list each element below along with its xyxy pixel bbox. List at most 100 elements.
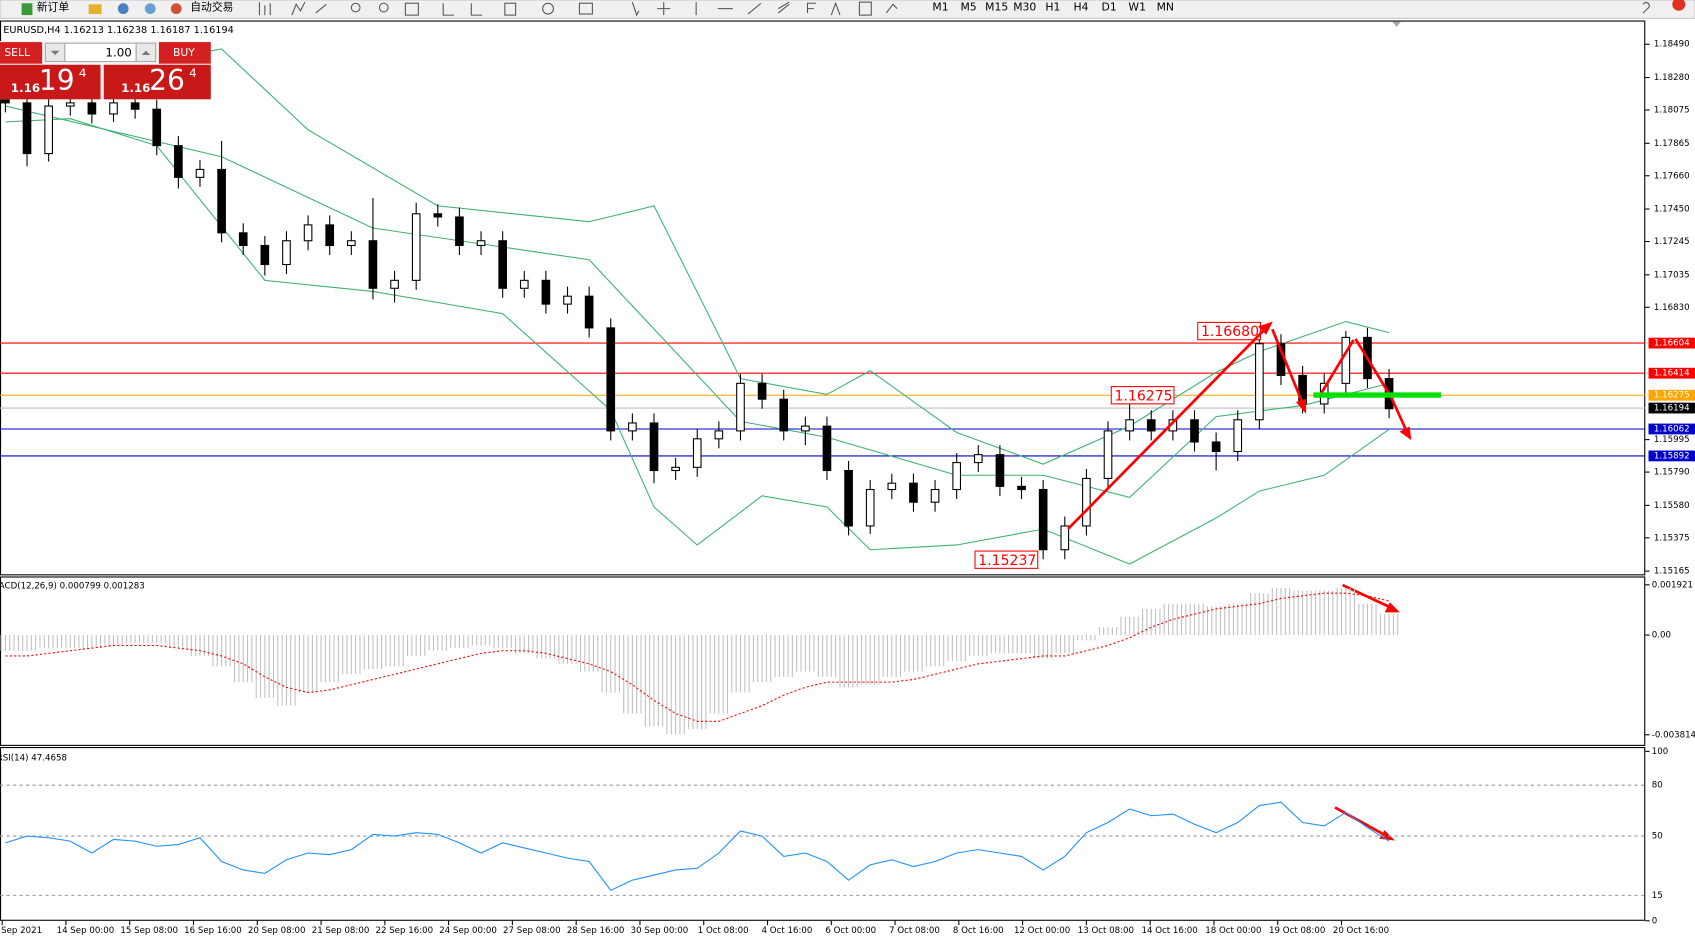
buy-label[interactable]: BUY: [173, 46, 195, 59]
candle-body: [87, 102, 97, 115]
timeframe-button[interactable]: W1: [1128, 1, 1146, 14]
timeframe-button[interactable]: M15: [985, 1, 1008, 14]
candle-body: [1017, 485, 1026, 491]
tool-icon[interactable]: [504, 2, 517, 16]
crosshair-tool[interactable]: [657, 2, 671, 16]
text-tool[interactable]: [830, 1, 841, 16]
channel-tool[interactable]: [777, 1, 790, 14]
time-axis: Sep 2021 14 Sep 00:00 15 Sep 08:00 16 Sep 1…: [1, 920, 1389, 936]
tool-icon[interactable]: [291, 1, 306, 16]
candle-body: [952, 462, 962, 491]
tool-icon[interactable]: [470, 3, 483, 16]
price-annotation-box: [1197, 321, 1261, 341]
price-annotation: 1.16680: [1201, 324, 1259, 340]
candle-body: [692, 438, 702, 468]
candle-body: [22, 102, 32, 155]
bollinger-upper: [5, 48, 1390, 465]
toolbar-icon[interactable]: [144, 3, 156, 15]
tool-icon[interactable]: [258, 2, 271, 16]
price-level-tag: [1648, 423, 1695, 435]
buy-price-prefix[interactable]: 1.16: [121, 81, 150, 95]
price-level-label: 1.16275: [1654, 391, 1690, 401]
arrow: [1390, 396, 1408, 432]
y-tick-label: 1.17865: [1654, 139, 1690, 149]
tool-icon[interactable]: [404, 2, 419, 16]
tool-icon[interactable]: [542, 2, 555, 15]
price-annotation-box: [974, 550, 1039, 569]
candle-body: [130, 102, 140, 110]
buy-price-button[interactable]: [103, 64, 211, 100]
candle-body: [109, 102, 118, 115]
price-level-label: 1.16194: [1654, 404, 1690, 414]
label-tool[interactable]: [858, 1, 872, 16]
time-label: 21 Sep 08:00: [312, 926, 370, 936]
time-label: 16 Sep 16:00: [184, 926, 242, 936]
time-label: 12 Oct 00:00: [1014, 926, 1070, 936]
main-panel-frame: [0, 20, 1646, 576]
time-label: 27 Sep 08:00: [503, 926, 561, 936]
y-tick-label: 1.17245: [1654, 237, 1690, 247]
buy-price-pips[interactable]: 26: [149, 64, 185, 97]
toolbar-icon[interactable]: [117, 3, 129, 15]
zoom-in[interactable]: [350, 2, 361, 13]
arrow: [1271, 328, 1305, 407]
time-label: 4 Oct 16:00: [762, 926, 813, 936]
candle-body: [1190, 419, 1199, 443]
time-label: 1 Oct 08:00: [698, 926, 749, 936]
new-order-icon[interactable]: [21, 3, 33, 16]
time-label: 14 Sep 00:00: [57, 926, 115, 936]
price-annotation: 1.16275: [1115, 388, 1173, 404]
bollinger-middle: [5, 105, 1390, 499]
candle-body: [822, 425, 832, 472]
timeframe-button[interactable]: H1: [1045, 1, 1060, 14]
price-annotation: 1.15237: [978, 553, 1036, 569]
candle-body: [1125, 419, 1134, 432]
candle-body: [282, 240, 291, 266]
y-tick-label: 80: [1652, 781, 1663, 791]
sell-button[interactable]: [0, 42, 43, 64]
timeframe-button[interactable]: MN: [1157, 1, 1174, 14]
lot-value[interactable]: 1.00: [105, 45, 131, 59]
candle-body: [174, 145, 183, 178]
candle-body: [1146, 419, 1156, 432]
timeframe-button[interactable]: M1: [932, 1, 948, 14]
time-label: 20 Sep 08:00: [248, 926, 306, 936]
time-label: 24 Sep 00:00: [439, 926, 497, 936]
search[interactable]: [1642, 1, 1650, 14]
tool-icon[interactable]: [578, 2, 593, 15]
indicator-title: MACD(12,26,9) 0.000799 0.001283: [0, 582, 145, 592]
sell-label[interactable]: SELL: [4, 46, 30, 59]
timeframe-button[interactable]: M5: [960, 1, 976, 14]
time-label: 20 Oct 16:00: [1333, 926, 1389, 936]
timeframe-button[interactable]: H4: [1073, 1, 1088, 14]
y-tick-label: 15: [1652, 891, 1663, 901]
toolbar-tools[interactable]: [258, 1, 1650, 17]
tool-icon[interactable]: [442, 3, 455, 16]
shapes-tool[interactable]: [885, 3, 898, 14]
candle-body: [519, 279, 529, 289]
fibo-tool[interactable]: [806, 2, 817, 13]
sell-price-pips[interactable]: 19: [39, 64, 75, 97]
candle-body: [260, 244, 270, 266]
notification[interactable]: [1672, 0, 1686, 11]
time-label: 19 Oct 08:00: [1269, 926, 1325, 936]
buy-button[interactable]: [158, 42, 211, 64]
tool-icon[interactable]: [315, 3, 327, 14]
indicator-title: RSI(14) 47.4658: [0, 753, 67, 763]
y-tick-label: 1.18490: [1654, 40, 1690, 50]
toolbar-icon[interactable]: [88, 4, 102, 15]
auto-trade-button[interactable]: 自动交易: [190, 0, 233, 14]
cursor-tool[interactable]: [631, 1, 640, 17]
timeframe-button[interactable]: M30: [1013, 1, 1036, 14]
buy-price-fraction[interactable]: 4: [189, 66, 197, 80]
auto-trade-icon[interactable]: [170, 3, 182, 15]
zoom-out[interactable]: [378, 2, 389, 13]
sell-price-prefix[interactable]: 1.16: [11, 81, 40, 95]
sell-price-fraction[interactable]: 4: [79, 66, 87, 80]
arrow: [1334, 806, 1387, 837]
sell-price-button[interactable]: [0, 64, 101, 100]
time-label: 14 Oct 16:00: [1141, 926, 1197, 936]
timeframe-button[interactable]: D1: [1102, 1, 1117, 14]
new-order-button[interactable]: 新订单: [37, 0, 70, 14]
trendline-tool[interactable]: [747, 2, 762, 15]
